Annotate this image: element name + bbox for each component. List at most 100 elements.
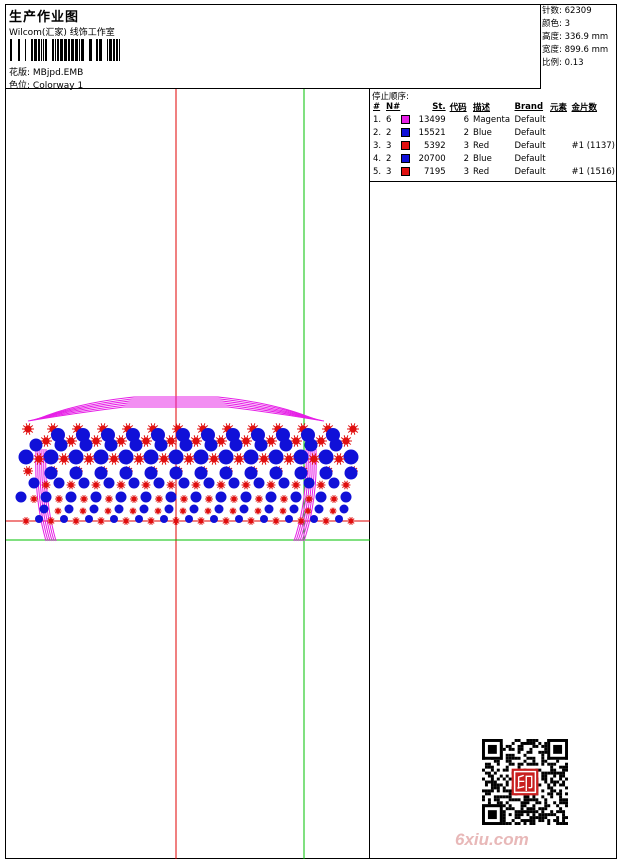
qr-module	[541, 777, 545, 781]
qr-module	[553, 762, 557, 766]
row-index: 2.	[373, 127, 382, 138]
qr-module	[523, 759, 527, 763]
qr-module	[520, 801, 524, 805]
red-sequin	[233, 453, 245, 465]
blue-dot	[214, 504, 224, 514]
blue-dot	[239, 504, 249, 514]
qr-module	[493, 783, 497, 787]
qr-module	[562, 801, 566, 805]
qr-module	[487, 798, 491, 802]
barcode-bar	[109, 39, 112, 61]
qr-module	[490, 777, 494, 781]
qr-module	[490, 786, 494, 790]
blue-dot	[194, 466, 208, 480]
row-desc: Blue	[472, 127, 492, 138]
qr-module	[496, 786, 500, 790]
qr-module	[556, 792, 560, 796]
qr-module	[496, 783, 500, 787]
qr-module	[553, 789, 557, 793]
blue-dot	[193, 449, 209, 465]
blue-dot	[176, 428, 190, 442]
qr-module	[493, 798, 497, 802]
red-sequin	[65, 435, 77, 447]
blue-dot	[165, 491, 177, 503]
blue-dot	[329, 438, 343, 452]
qr-module	[556, 771, 560, 775]
barcode-bar	[99, 39, 102, 61]
qr-module	[535, 816, 539, 820]
qr-module	[529, 798, 533, 802]
barcode-bar	[55, 39, 56, 61]
qr-module	[517, 798, 521, 802]
blue-dot	[203, 477, 215, 489]
blue-dot	[343, 449, 359, 465]
qr-module	[508, 792, 512, 796]
red-sequin	[129, 507, 137, 515]
qr-module	[541, 819, 545, 823]
red-sequin	[247, 517, 255, 525]
qr-module	[529, 807, 533, 811]
blue-dot	[294, 466, 308, 480]
table-header-row: # N# St. 代码 描述 Brand 元素 金片数	[371, 101, 617, 113]
row-sequins: #1 (1137)	[571, 140, 616, 151]
row-index: 5.	[373, 166, 382, 177]
qr-module	[559, 774, 563, 778]
row-needle: 2	[384, 126, 412, 139]
blue-dot	[40, 491, 52, 503]
red-sequin	[305, 495, 313, 503]
qr-module	[544, 774, 548, 778]
qr-module	[487, 792, 491, 796]
red-sequin	[329, 507, 337, 515]
qr-module	[523, 810, 527, 814]
qr-module	[544, 816, 548, 820]
blue-dot	[229, 438, 243, 452]
qr-module	[487, 789, 491, 793]
qr-module	[529, 747, 533, 751]
red-sequin	[41, 480, 51, 490]
blue-dot	[69, 466, 83, 480]
qr-module	[514, 816, 518, 820]
blue-dot	[35, 515, 43, 523]
qr-module	[565, 822, 568, 825]
qr-module	[508, 759, 512, 763]
qr-module	[526, 739, 530, 742]
blue-dot	[279, 438, 293, 452]
qr-module	[505, 780, 509, 784]
table-row: 2. 2 15521 2 Blue Default	[371, 126, 617, 139]
table-row: 4. 2 20700 2 Blue Default	[371, 152, 617, 165]
qr-module	[556, 804, 560, 808]
red-sequin	[47, 517, 55, 525]
qr-module	[538, 807, 542, 811]
qr-module	[532, 804, 536, 808]
blue-dot	[39, 504, 49, 514]
qr-module	[493, 771, 497, 775]
qr-module	[523, 804, 527, 808]
qr-module	[517, 756, 521, 760]
row-desc: Blue	[472, 153, 492, 164]
red-sequin	[279, 507, 287, 515]
qr-module	[502, 768, 506, 772]
qr-module	[517, 744, 521, 748]
qr-module	[553, 813, 557, 817]
qr-module	[526, 795, 530, 799]
qr-module	[517, 747, 521, 751]
qr-module	[502, 789, 506, 793]
qr-module	[523, 798, 527, 802]
blue-dot	[93, 449, 109, 465]
qr-module	[529, 819, 533, 823]
blue-dot	[60, 515, 68, 523]
qr-module	[493, 759, 497, 763]
qr-module	[484, 780, 488, 784]
blue-dot	[304, 438, 318, 452]
stat-colors: 颜色: 3	[542, 19, 570, 29]
blue-dot	[204, 438, 218, 452]
qr-module	[550, 795, 554, 799]
outline-arch	[27, 406, 325, 422]
qr-module	[535, 810, 539, 814]
qr-module	[541, 771, 545, 775]
qr-module	[502, 819, 506, 823]
qr-module	[544, 813, 548, 817]
qr-module	[532, 795, 536, 799]
qr-module	[505, 807, 509, 811]
qr-module	[562, 780, 566, 784]
